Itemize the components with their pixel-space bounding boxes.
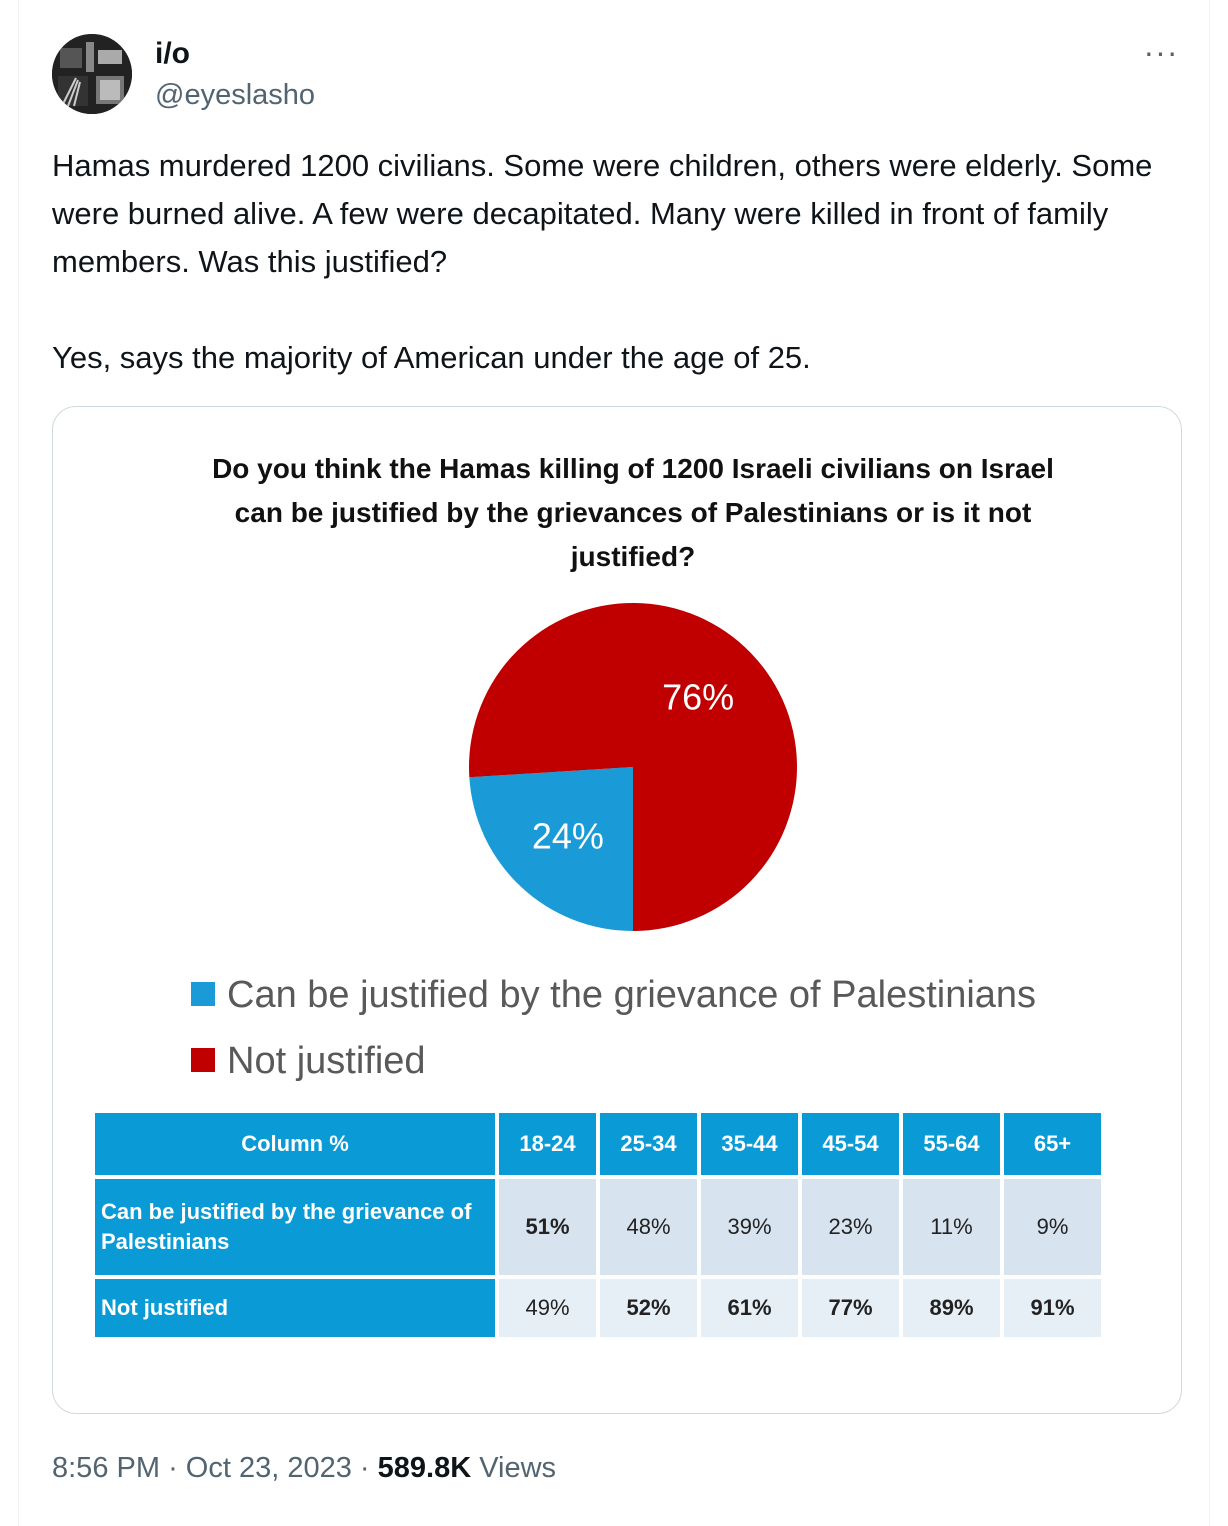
table-col-header: 45-54 <box>802 1113 899 1175</box>
table-cell: 52% <box>600 1279 697 1337</box>
pie-data-label: 24% <box>532 815 604 856</box>
avatar-image <box>52 34 132 114</box>
table-col-header: 55-64 <box>903 1113 1000 1175</box>
pie-slice-justified <box>469 767 633 931</box>
tweet-metadata: 8:56 PM · Oct 23, 2023 · 589.8K Views <box>52 1448 556 1488</box>
separator: · <box>359 1452 378 1484</box>
table-cell: 89% <box>903 1279 1000 1337</box>
tweet-date[interactable]: Oct 23, 2023 <box>185 1452 352 1484</box>
table-row-label: Can be justified by the grievance of Pal… <box>95 1179 495 1275</box>
table-cell: 61% <box>701 1279 798 1337</box>
pie-slice-not-justified <box>469 603 797 931</box>
more-options-icon[interactable]: ··· <box>1143 34 1179 70</box>
table-col-header: 35-44 <box>701 1113 798 1175</box>
views-count: 589.8K <box>377 1452 472 1484</box>
table-cell: 77% <box>802 1279 899 1337</box>
legend-label: Can be justified by the grievance of Pal… <box>227 974 1037 1016</box>
table-header-row: Column % 18-24 25-34 35-44 45-54 55-64 6… <box>95 1113 1101 1175</box>
author-handle[interactable]: @eyeslasho <box>155 79 316 111</box>
pie-chart: 24% 76% <box>469 603 797 931</box>
table-col-header: 18-24 <box>499 1113 596 1175</box>
legend-item-justified: Can be justified by the grievance of Pal… <box>191 971 1036 1019</box>
table-cell: 49% <box>499 1279 596 1337</box>
table-row-label: Not justified <box>95 1279 495 1337</box>
pie-data-label: 76% <box>662 677 734 718</box>
author-name[interactable]: i/o <box>155 37 190 70</box>
chart-title: Do you think the Hamas killing of 1200 I… <box>212 453 1054 572</box>
table-cell: 23% <box>802 1179 899 1275</box>
legend-label: Not justified <box>227 1040 426 1082</box>
table-cell: 11% <box>903 1179 1000 1275</box>
table-cell: 51% <box>499 1179 596 1275</box>
tweet-frame <box>18 0 1210 1526</box>
separator: · <box>168 1452 186 1484</box>
table-col-header: 25-34 <box>600 1113 697 1175</box>
table-cell: 91% <box>1004 1279 1101 1337</box>
table-cell: 9% <box>1004 1179 1101 1275</box>
tweet-media-image[interactable]: Do you think the Hamas killing of 1200 I… <box>52 406 1182 1414</box>
avatar[interactable] <box>52 34 132 114</box>
legend-swatch-red <box>191 1047 215 1072</box>
table-row: Can be justified by the grievance of Pal… <box>95 1179 1101 1275</box>
table-col-header: 65+ <box>1004 1113 1101 1175</box>
legend-item-not-justified: Not justified <box>191 1037 426 1085</box>
legend-swatch-blue <box>191 981 215 1006</box>
table-row: Not justified 49% 52% 61% 77% 89% 91% <box>95 1279 1101 1337</box>
table-header-label: Column % <box>95 1113 495 1175</box>
table-cell: 39% <box>701 1179 798 1275</box>
poll-table: Column % 18-24 25-34 35-44 45-54 55-64 6… <box>91 1109 1105 1341</box>
tweet-text: Hamas murdered 1200 civilians. Some were… <box>52 148 1153 375</box>
tweet-time[interactable]: 8:56 PM <box>52 1452 160 1484</box>
views-label: Views <box>479 1452 557 1484</box>
table-cell: 48% <box>600 1179 697 1275</box>
